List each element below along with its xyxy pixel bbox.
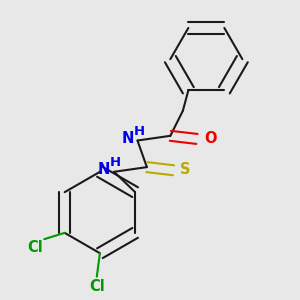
Text: N: N	[98, 162, 110, 177]
Text: N: N	[121, 130, 134, 146]
Text: H: H	[110, 156, 122, 169]
Text: Cl: Cl	[27, 240, 43, 255]
Text: O: O	[204, 131, 216, 146]
Text: H: H	[134, 125, 145, 138]
Text: Cl: Cl	[89, 279, 105, 294]
Text: S: S	[180, 162, 190, 177]
